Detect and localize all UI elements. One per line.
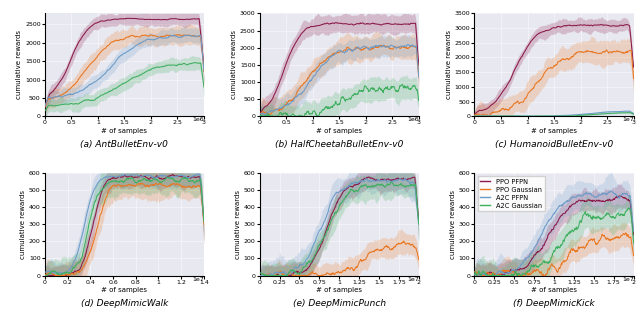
Y-axis label: cumulative rewards: cumulative rewards bbox=[235, 190, 241, 259]
Text: 1e7: 1e7 bbox=[622, 117, 634, 122]
Legend: PPO PFPN, PPO Gaussian, A2C PFPN, A2C Gaussian: PPO PFPN, PPO Gaussian, A2C PFPN, A2C Ga… bbox=[478, 176, 545, 211]
Text: 1e6: 1e6 bbox=[407, 117, 419, 122]
X-axis label: # of samples: # of samples bbox=[101, 128, 147, 134]
X-axis label: # of samples: # of samples bbox=[101, 288, 147, 293]
Text: 1e7: 1e7 bbox=[407, 277, 419, 282]
Text: 1e6: 1e6 bbox=[192, 117, 204, 122]
X-axis label: # of samples: # of samples bbox=[316, 128, 362, 134]
Text: 1e7: 1e7 bbox=[192, 277, 204, 282]
Y-axis label: cumulative rewards: cumulative rewards bbox=[450, 190, 456, 259]
Y-axis label: cumulative rewards: cumulative rewards bbox=[446, 30, 452, 99]
Text: (f) DeepMimicKick: (f) DeepMimicKick bbox=[513, 299, 595, 308]
Y-axis label: cumulative rewards: cumulative rewards bbox=[231, 30, 237, 99]
Text: (a) AntBulletEnv-v0: (a) AntBulletEnv-v0 bbox=[81, 140, 168, 149]
Y-axis label: cumulative rewards: cumulative rewards bbox=[16, 30, 22, 99]
X-axis label: # of samples: # of samples bbox=[531, 128, 577, 134]
Text: 1e7: 1e7 bbox=[622, 277, 634, 282]
Text: (b) HalfCheetahBulletEnv-v0: (b) HalfCheetahBulletEnv-v0 bbox=[275, 140, 403, 149]
X-axis label: # of samples: # of samples bbox=[316, 288, 362, 293]
X-axis label: # of samples: # of samples bbox=[531, 288, 577, 293]
Text: (e) DeepMimicPunch: (e) DeepMimicPunch bbox=[292, 299, 386, 308]
Y-axis label: cumulative rewards: cumulative rewards bbox=[20, 190, 26, 259]
Text: (d) DeepMimicWalk: (d) DeepMimicWalk bbox=[81, 299, 168, 308]
Text: (c) HumanoidBulletEnv-v0: (c) HumanoidBulletEnv-v0 bbox=[495, 140, 613, 149]
